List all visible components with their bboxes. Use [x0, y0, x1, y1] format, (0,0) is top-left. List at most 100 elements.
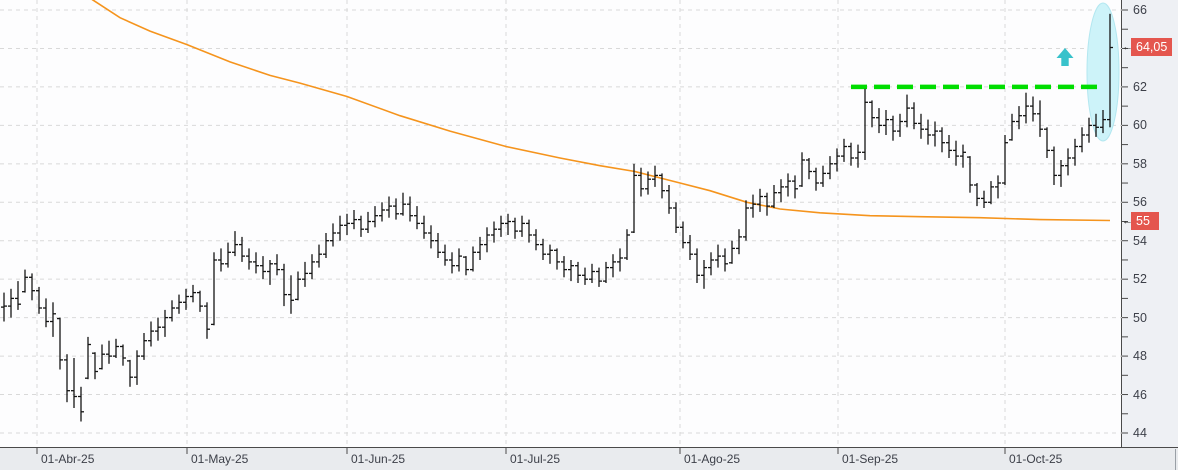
ohlc-bar: [1051, 146, 1057, 185]
up-arrow-icon: [1056, 48, 1074, 66]
ohlc-bar: [281, 263, 287, 307]
last-price-tag: ← 64,05: [1122, 38, 1173, 57]
ohlc-bar: [722, 248, 728, 272]
ohlc-bar: [456, 248, 462, 272]
ohlc-bar: [400, 192, 406, 216]
ohlc-bar: [295, 271, 301, 301]
ohlc-bar: [547, 244, 553, 264]
ohlc-bar: [211, 252, 217, 326]
ohlc-bar: [449, 252, 455, 274]
ohlc-bar: [960, 144, 966, 168]
ohlc-bar: [687, 235, 693, 260]
ohlc-bar: [43, 298, 49, 328]
ohlc-bar: [778, 179, 784, 203]
ohlc-bar: [568, 260, 574, 282]
ohlc-bar: [708, 252, 714, 276]
ohlc-bar: [393, 198, 399, 220]
ohlc-bar: [911, 102, 917, 130]
ohlc-bar: [694, 248, 700, 283]
ohlc-bar: [225, 242, 231, 268]
ohlc-bar: [15, 281, 21, 310]
ohlc-bar: [169, 300, 175, 322]
ohlc-bar: [827, 156, 833, 180]
ohlc-bar: [1009, 113, 1015, 141]
ohlc-bar: [729, 240, 735, 264]
ohlc-bar: [36, 286, 42, 314]
ohlc-bar: [764, 192, 770, 216]
ohlc-bar: [22, 269, 28, 293]
ohlc-bar: [267, 260, 273, 285]
ohlc-bar: [260, 256, 266, 280]
ohlc-bar: [673, 202, 679, 233]
ohlc-bar: [498, 215, 504, 237]
ohlc-bar: [246, 248, 252, 270]
ohlc-bar: [29, 273, 35, 301]
ohlc-bar: [652, 165, 658, 187]
ohlc-bar: [701, 260, 707, 289]
ohlc-bar: [771, 185, 777, 208]
ohlc-bar: [575, 261, 581, 283]
ohlc-bar: [855, 144, 861, 168]
ohlc-bar: [351, 210, 357, 230]
ohlc-bar: [526, 219, 532, 243]
ohlc-bar: [680, 221, 686, 249]
ohlc-bar: [113, 338, 119, 358]
ohlc-bar: [407, 196, 413, 222]
ohlc-bar: [785, 173, 791, 197]
ohlc-bar: [358, 215, 364, 237]
ohlc-bar: [253, 252, 259, 274]
ohlc-bar: [897, 113, 903, 137]
ohlc-bar: [806, 158, 812, 180]
ohlc-bar: [596, 267, 602, 287]
ohlc-bar: [932, 121, 938, 147]
ohlc-bar: [421, 215, 427, 239]
bottom-panel-divider: [1175, 449, 1176, 470]
ohlc-bar: [967, 156, 973, 193]
ohlc-bar: [127, 359, 133, 387]
ohlc-bar: [274, 254, 280, 276]
ohlc-bar: [379, 202, 385, 222]
ohlc-bar: [57, 317, 63, 370]
ohlc-bar: [862, 88, 868, 160]
ohlc-bar: [183, 288, 189, 310]
date-axis-panel: [0, 447, 1178, 470]
ohlc-bar: [757, 188, 763, 212]
ohlc-bar: [589, 263, 595, 283]
ohlc-bar: [750, 194, 756, 218]
ohlc-bar: [1086, 117, 1092, 143]
ohlc-bar: [155, 317, 161, 341]
ohlc-bar: [883, 110, 889, 135]
ohlc-bar: [638, 167, 644, 197]
ohlc-bar: [736, 229, 742, 255]
ohlc-bar: [176, 294, 182, 314]
ohlc-bar: [491, 221, 497, 243]
ohlc-bar: [1058, 160, 1064, 187]
ohlc-bar: [470, 246, 476, 272]
price-pointer-arrow-icon: ←: [1122, 215, 1133, 228]
ohlc-bar: [533, 229, 539, 251]
last-price-value: 64,05: [1131, 38, 1173, 57]
ohlc-bar: [309, 254, 315, 280]
ohlc-bar: [582, 267, 588, 285]
ohlc-bar: [1030, 96, 1036, 122]
ohlc-bar: [813, 167, 819, 191]
ohlc-bar: [841, 138, 847, 162]
ohlc-bar: [64, 354, 70, 403]
ohlc-bar: [904, 94, 910, 128]
ohlc-bar: [330, 223, 336, 247]
ohlc-bar: [1107, 13, 1113, 128]
ohlc-bar: [981, 190, 987, 208]
ohlc-bar: [106, 340, 112, 364]
ohlc-bar: [869, 100, 875, 128]
ohlc-bar: [120, 344, 126, 366]
ohlc-bar: [799, 152, 805, 187]
ohlc-bar: [148, 321, 154, 347]
ohlc-bar: [99, 344, 105, 370]
ohlc-bar: [876, 108, 882, 134]
ohlc-bar: [540, 238, 546, 260]
ohlc-bar: [554, 248, 560, 270]
ohlc-bar: [386, 196, 392, 218]
ohlc-bar: [323, 233, 329, 258]
